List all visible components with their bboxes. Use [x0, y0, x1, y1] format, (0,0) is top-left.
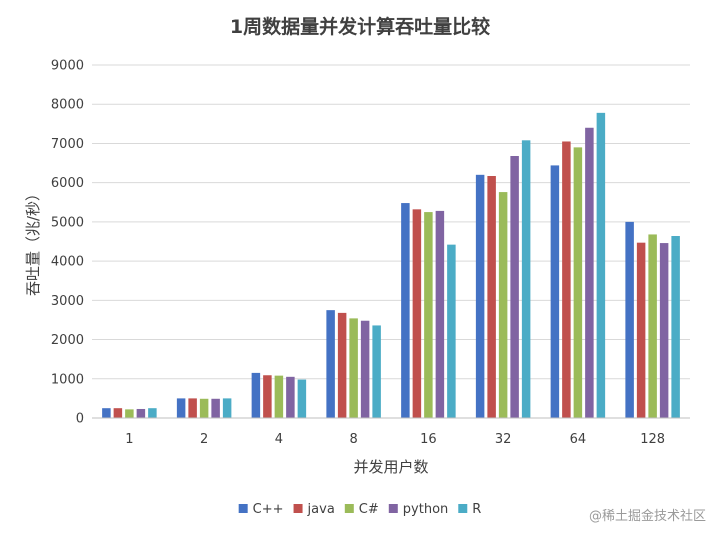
legend-label: python	[403, 502, 448, 517]
bar-java-32	[487, 176, 496, 418]
legend: C++ java C# python R	[238, 502, 481, 517]
x-tick-label: 1	[125, 432, 133, 447]
bar-python-4	[286, 376, 295, 418]
bar-c-64	[573, 147, 583, 418]
bar-c-16	[401, 203, 410, 418]
bar-r-8	[372, 325, 381, 418]
legend-label: R	[472, 502, 481, 517]
bar-r-32	[521, 140, 531, 418]
bar-c-32	[498, 192, 508, 418]
bar-r-4	[297, 379, 307, 418]
y-tick-label: 3000	[51, 294, 84, 309]
bar-python-64	[585, 127, 594, 418]
bar-c-2	[199, 398, 209, 418]
y-tick-label: 6000	[51, 176, 84, 191]
bars	[102, 112, 680, 419]
x-tick-label: 16	[420, 432, 437, 447]
y-axis-tick-labels: 0 1000 2000 3000 4000 5000 6000 7000 8000 9000	[51, 59, 84, 427]
bar-c-128	[625, 221, 634, 418]
bar-python-1	[136, 408, 146, 418]
x-tick-label: 4	[275, 432, 283, 447]
bar-c-1	[102, 408, 111, 418]
y-tick-label: 4000	[51, 255, 84, 270]
y-tick-label: 9000	[51, 59, 84, 74]
x-tick-label: 32	[495, 432, 512, 447]
legend-label: java	[307, 502, 335, 517]
x-tick-label: 64	[570, 432, 587, 447]
x-axis-title: 并发用户数	[353, 458, 428, 476]
bar-r-2	[222, 398, 232, 418]
y-tick-label: 7000	[51, 137, 84, 152]
bar-java-16	[412, 209, 422, 418]
bar-python-32	[510, 156, 519, 418]
bar-r-64	[596, 112, 606, 418]
bar-java-8	[337, 312, 347, 418]
bar-java-64	[562, 141, 571, 419]
y-tick-label: 2000	[51, 333, 84, 348]
gridlines	[92, 64, 690, 380]
legend-swatch	[293, 504, 303, 513]
x-tick-label: 128	[640, 432, 665, 447]
bar-c-16	[424, 212, 433, 418]
bar-c-8	[326, 310, 335, 418]
bar-python-16	[435, 210, 445, 418]
bar-c-4	[251, 372, 261, 418]
bar-c-4	[274, 375, 284, 418]
y-axis-title: 吞吐量（兆/秒）	[24, 186, 42, 296]
legend-swatch	[344, 504, 354, 513]
legend-label: C++	[253, 502, 284, 517]
y-tick-label: 5000	[51, 215, 84, 230]
watermark: @稀土掘金技术社区	[589, 508, 706, 524]
bar-r-16	[447, 244, 456, 418]
bar-c-8	[349, 318, 358, 418]
y-tick-label: 0	[76, 412, 84, 427]
bar-c-128	[648, 234, 657, 418]
bar-r-128	[671, 236, 680, 418]
bar-c-32	[475, 174, 485, 418]
x-axis-tick-labels: 1 2 4 8 16 32 64 128	[125, 432, 665, 447]
bar-r-1	[148, 408, 157, 418]
x-tick-label: 8	[349, 432, 357, 447]
y-tick-label: 1000	[51, 372, 84, 387]
legend-swatch	[458, 504, 468, 513]
y-tick-label: 8000	[51, 98, 84, 113]
legend-label: C#	[359, 502, 379, 517]
bar-c-1	[125, 409, 134, 418]
bar-c-64	[550, 165, 560, 418]
bar-python-2	[211, 398, 220, 418]
chart-title: 1周数据量并发计算吞吐量比较	[230, 15, 490, 38]
bar-c-2	[176, 398, 186, 418]
legend-swatch	[388, 504, 398, 513]
bar-python-128	[659, 243, 669, 418]
legend-swatch	[238, 504, 248, 513]
bar-java-4	[263, 375, 272, 418]
bar-python-8	[360, 320, 370, 418]
bar-java-2	[188, 398, 197, 418]
bar-java-128	[636, 242, 646, 418]
x-tick-label: 2	[200, 432, 208, 447]
bar-java-1	[113, 408, 123, 418]
